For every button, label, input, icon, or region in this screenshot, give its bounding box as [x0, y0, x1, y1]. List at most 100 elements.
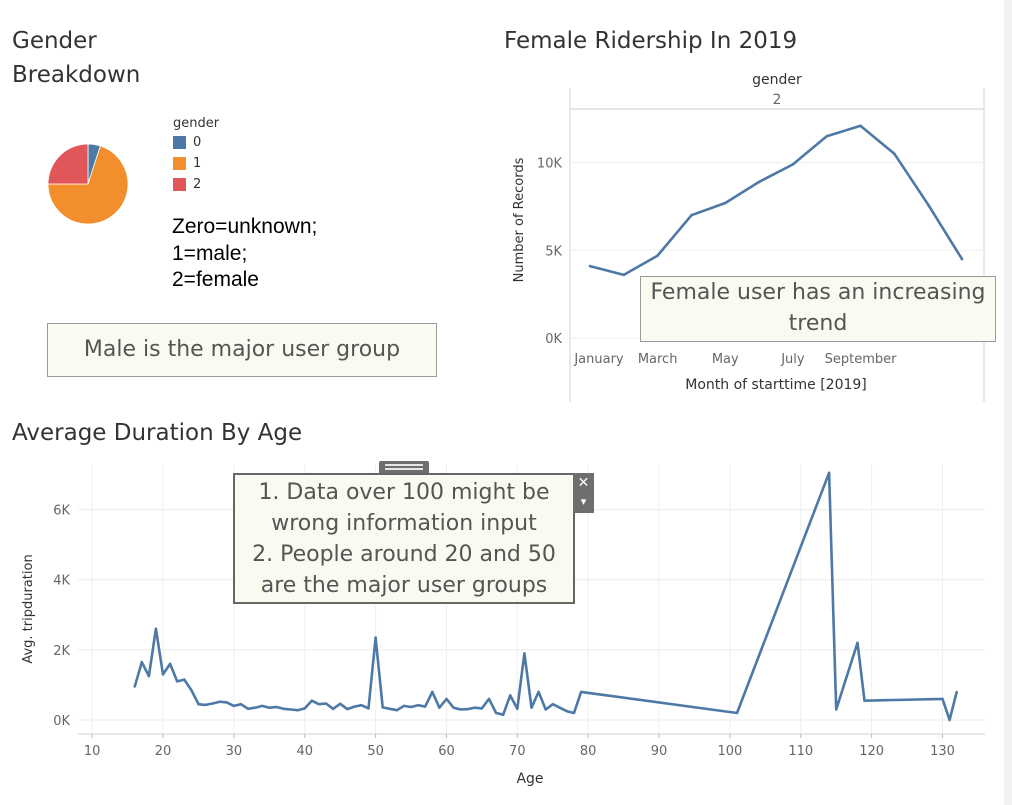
data-point[interactable]	[480, 707, 484, 710]
data-point[interactable]	[374, 636, 377, 639]
data-point[interactable]	[183, 678, 186, 681]
data-point[interactable]	[834, 708, 838, 711]
gender-pie-chart[interactable]	[40, 136, 136, 232]
annotation-drag-handle[interactable]	[379, 461, 429, 474]
data-point[interactable]	[140, 660, 143, 664]
data-point[interactable]	[690, 213, 693, 217]
data-point[interactable]	[296, 708, 299, 712]
data-point[interactable]	[941, 697, 944, 701]
series-line-avg-duration[interactable]	[133, 471, 958, 722]
data-point[interactable]	[218, 700, 221, 703]
data-point[interactable]	[253, 706, 257, 709]
legend-item-0[interactable]: 0	[173, 132, 219, 153]
data-point[interactable]	[161, 673, 165, 676]
data-point[interactable]	[310, 699, 314, 702]
data-point[interactable]	[551, 702, 554, 706]
data-point[interactable]	[204, 703, 207, 707]
data-point[interactable]	[154, 627, 158, 631]
data-point[interactable]	[544, 708, 547, 711]
data-point[interactable]	[225, 701, 229, 704]
data-point[interactable]	[537, 690, 540, 694]
data-point[interactable]	[516, 707, 519, 710]
data-point[interactable]	[960, 257, 964, 261]
data-point[interactable]	[147, 674, 151, 678]
data-point[interactable]	[558, 706, 562, 709]
data-point[interactable]	[168, 662, 172, 666]
data-point[interactable]	[926, 203, 930, 207]
data-point[interactable]	[324, 702, 328, 705]
data-point[interactable]	[197, 702, 200, 706]
legend-item-1[interactable]: 1	[173, 153, 219, 174]
scrollbar-track[interactable]	[1004, 0, 1012, 805]
data-point[interactable]	[501, 713, 505, 716]
data-point[interactable]	[565, 710, 569, 713]
data-point[interactable]	[487, 697, 491, 701]
male-annotation[interactable]: Male is the major user group	[47, 323, 437, 377]
data-point[interactable]	[509, 694, 512, 697]
data-point[interactable]	[232, 704, 236, 708]
female-ridership-chart[interactable]: gender 2 0K 5K 10K January March May July Septemb…	[500, 66, 1000, 402]
data-point[interactable]	[303, 707, 306, 710]
data-point[interactable]	[133, 685, 136, 688]
legend-item-2[interactable]: 2	[173, 174, 219, 195]
data-point[interactable]	[246, 707, 250, 710]
data-point[interactable]	[459, 708, 462, 711]
data-point[interactable]	[190, 688, 193, 692]
data-point[interactable]	[268, 706, 271, 709]
data-point[interactable]	[622, 273, 626, 277]
data-point[interactable]	[275, 705, 278, 709]
data-point[interactable]	[656, 254, 659, 257]
pie-slice-2[interactable]	[47, 143, 89, 185]
data-point[interactable]	[317, 702, 321, 706]
data-point[interactable]	[757, 180, 761, 184]
data-point[interactable]	[438, 706, 441, 709]
data-point[interactable]	[530, 706, 533, 709]
data-point[interactable]	[381, 706, 384, 709]
data-point[interactable]	[523, 652, 526, 655]
data-point[interactable]	[893, 152, 896, 156]
data-point[interactable]	[827, 471, 831, 474]
data-point[interactable]	[588, 264, 592, 268]
data-point[interactable]	[261, 704, 264, 708]
data-point[interactable]	[395, 708, 399, 712]
data-point[interactable]	[402, 704, 406, 708]
data-point[interactable]	[735, 711, 739, 715]
data-point[interactable]	[176, 680, 179, 683]
data-point[interactable]	[791, 163, 795, 166]
data-point[interactable]	[948, 718, 951, 722]
data-point[interactable]	[473, 706, 477, 709]
data-point[interactable]	[338, 702, 342, 706]
data-point[interactable]	[863, 699, 866, 702]
data-point[interactable]	[445, 697, 448, 701]
data-point[interactable]	[579, 690, 583, 694]
data-point[interactable]	[452, 706, 455, 709]
data-point[interactable]	[388, 707, 391, 710]
data-point[interactable]	[424, 705, 427, 708]
data-point[interactable]	[360, 704, 363, 707]
data-point[interactable]	[211, 702, 214, 705]
data-point[interactable]	[955, 690, 958, 694]
data-point[interactable]	[239, 702, 243, 706]
chevron-down-icon[interactable]: ▾	[580, 495, 587, 508]
data-point[interactable]	[466, 707, 469, 711]
age-annotation[interactable]: 1. Data over 100 might be wrong informat…	[233, 473, 575, 604]
data-point[interactable]	[346, 707, 349, 711]
data-point[interactable]	[572, 711, 576, 715]
pie-slice-1[interactable]	[47, 145, 129, 225]
data-point[interactable]	[856, 641, 859, 645]
series-line-female[interactable]	[589, 124, 964, 277]
data-point[interactable]	[431, 690, 434, 694]
data-point[interactable]	[494, 711, 498, 715]
data-point[interactable]	[367, 707, 370, 710]
data-point[interactable]	[409, 705, 413, 709]
data-point[interactable]	[353, 705, 356, 708]
data-point[interactable]	[289, 708, 292, 711]
female-trend-annotation[interactable]: Female user has an increasing trend	[640, 276, 996, 342]
data-point[interactable]	[331, 707, 335, 710]
data-point[interactable]	[825, 135, 829, 138]
data-point[interactable]	[723, 201, 727, 205]
close-icon[interactable]: ✕	[577, 475, 590, 491]
data-point[interactable]	[416, 704, 420, 707]
data-point[interactable]	[859, 124, 862, 128]
data-point[interactable]	[282, 707, 285, 710]
